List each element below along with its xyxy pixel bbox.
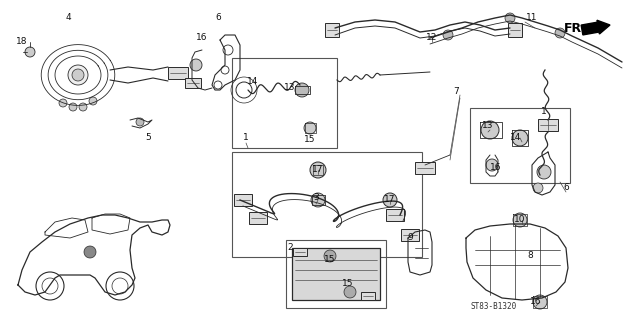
Circle shape (344, 286, 356, 298)
Bar (234, 194, 252, 206)
Circle shape (443, 30, 453, 40)
Circle shape (68, 65, 88, 85)
Text: 16: 16 (490, 164, 502, 172)
Circle shape (486, 159, 498, 171)
Text: 6: 6 (215, 13, 221, 22)
Text: 13: 13 (284, 84, 296, 92)
Circle shape (311, 193, 325, 207)
Text: 15: 15 (304, 135, 316, 145)
Text: 6: 6 (563, 183, 569, 193)
Text: 13: 13 (482, 122, 494, 131)
Text: 4: 4 (65, 13, 71, 22)
Circle shape (59, 99, 67, 107)
Bar (325, 23, 339, 37)
Circle shape (223, 45, 233, 55)
Text: 17: 17 (312, 165, 324, 174)
Bar (538, 119, 558, 131)
Bar (185, 78, 201, 88)
Circle shape (324, 250, 336, 262)
Text: 5: 5 (145, 133, 151, 142)
Circle shape (310, 162, 326, 178)
Circle shape (214, 81, 222, 89)
Circle shape (190, 59, 202, 71)
Circle shape (25, 47, 35, 57)
Text: 1: 1 (541, 108, 547, 116)
Bar (168, 67, 188, 79)
Text: 10: 10 (514, 215, 526, 225)
Bar (292, 248, 380, 300)
Circle shape (304, 122, 316, 134)
Bar (249, 212, 267, 224)
Bar (508, 23, 522, 37)
Circle shape (512, 130, 528, 146)
Circle shape (72, 69, 84, 81)
Circle shape (383, 193, 397, 207)
Bar (286, 240, 386, 308)
Bar (401, 229, 419, 241)
Text: 9: 9 (407, 234, 413, 243)
Text: 11: 11 (526, 13, 538, 22)
Text: 15: 15 (324, 255, 336, 265)
Text: 14: 14 (247, 77, 259, 86)
Text: FR.: FR. (564, 22, 587, 35)
Bar (293, 248, 307, 256)
Circle shape (79, 103, 87, 111)
Bar (232, 152, 422, 257)
Circle shape (481, 121, 499, 139)
Circle shape (295, 83, 309, 97)
Bar (470, 108, 570, 183)
Text: 3: 3 (313, 194, 319, 203)
Text: 16: 16 (530, 298, 541, 307)
Text: 7: 7 (453, 87, 459, 97)
Text: 8: 8 (527, 252, 533, 260)
Bar (386, 209, 404, 221)
Circle shape (555, 28, 565, 38)
Bar (232, 58, 337, 148)
Circle shape (537, 165, 551, 179)
Text: 18: 18 (17, 37, 28, 46)
Circle shape (89, 97, 97, 105)
Bar (361, 292, 375, 300)
Circle shape (505, 13, 515, 23)
Text: ST83-B1320: ST83-B1320 (471, 302, 517, 311)
Circle shape (136, 118, 144, 126)
Text: 15: 15 (342, 279, 354, 289)
Circle shape (84, 246, 96, 258)
Circle shape (221, 66, 229, 74)
Text: 1: 1 (243, 133, 249, 142)
Text: 17: 17 (384, 196, 396, 204)
Text: 2: 2 (287, 244, 293, 252)
Circle shape (69, 103, 77, 111)
Circle shape (513, 213, 527, 227)
Text: 14: 14 (510, 133, 522, 142)
Circle shape (533, 295, 547, 309)
Text: 16: 16 (196, 34, 208, 43)
Bar (415, 162, 435, 174)
Text: 12: 12 (426, 34, 438, 43)
FancyArrow shape (581, 20, 610, 35)
Circle shape (533, 183, 543, 193)
